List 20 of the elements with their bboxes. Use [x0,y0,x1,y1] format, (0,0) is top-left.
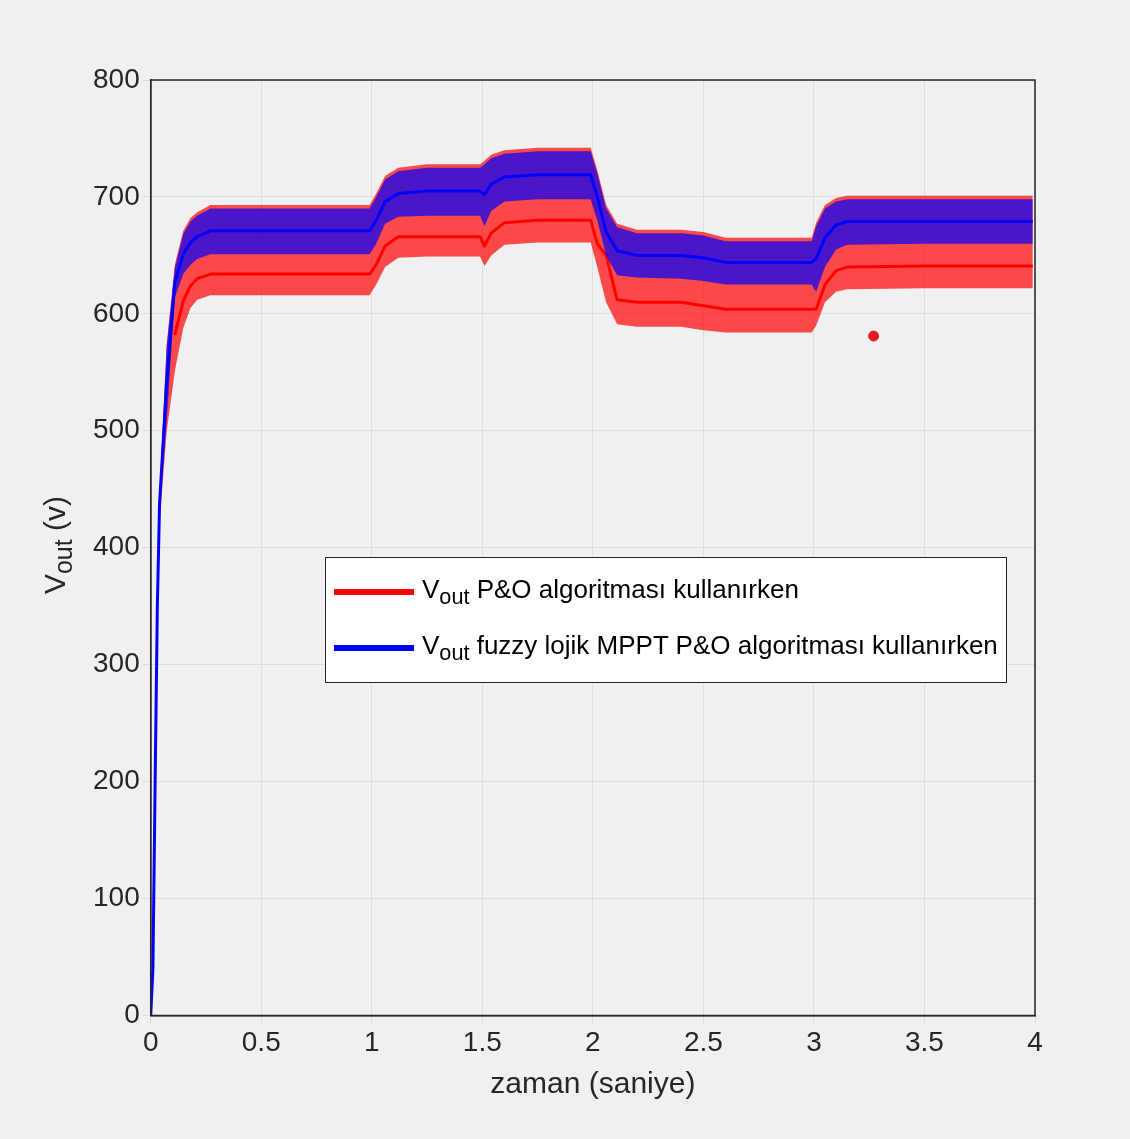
legend-label: V$_{out}$ fuzzy lojik MPPT P&O algoritması kullanırken [422,629,998,667]
x-tick-label: 2.5 [683,1025,723,1057]
y-tick-label: 800 [93,62,140,94]
y-tick-label: 0 [124,998,140,1030]
x-tick-label: 1.5 [462,1025,502,1057]
x-tick-label: 4 [1027,1025,1043,1057]
y-tick-label: 600 [93,296,140,328]
y-tick-label: 300 [93,647,140,679]
x-tick-label: 1 [364,1025,380,1057]
y-tick-label: 200 [93,764,140,796]
x-tick-label: 2 [585,1025,601,1057]
y-tick-label: 500 [93,413,140,445]
x-axis-title: zaman (saniye) [490,1066,696,1100]
x-tick-label: 3 [806,1025,822,1057]
y-tick-label: 400 [93,530,140,562]
y-tick-label: 700 [93,179,140,211]
x-tick-label: 0.5 [241,1025,281,1057]
x-tick-label: 3.5 [905,1025,944,1057]
legend-label: V$_{out}$ P&O algoritması kullanırken [422,573,799,611]
y-tick-label: 100 [93,881,140,913]
